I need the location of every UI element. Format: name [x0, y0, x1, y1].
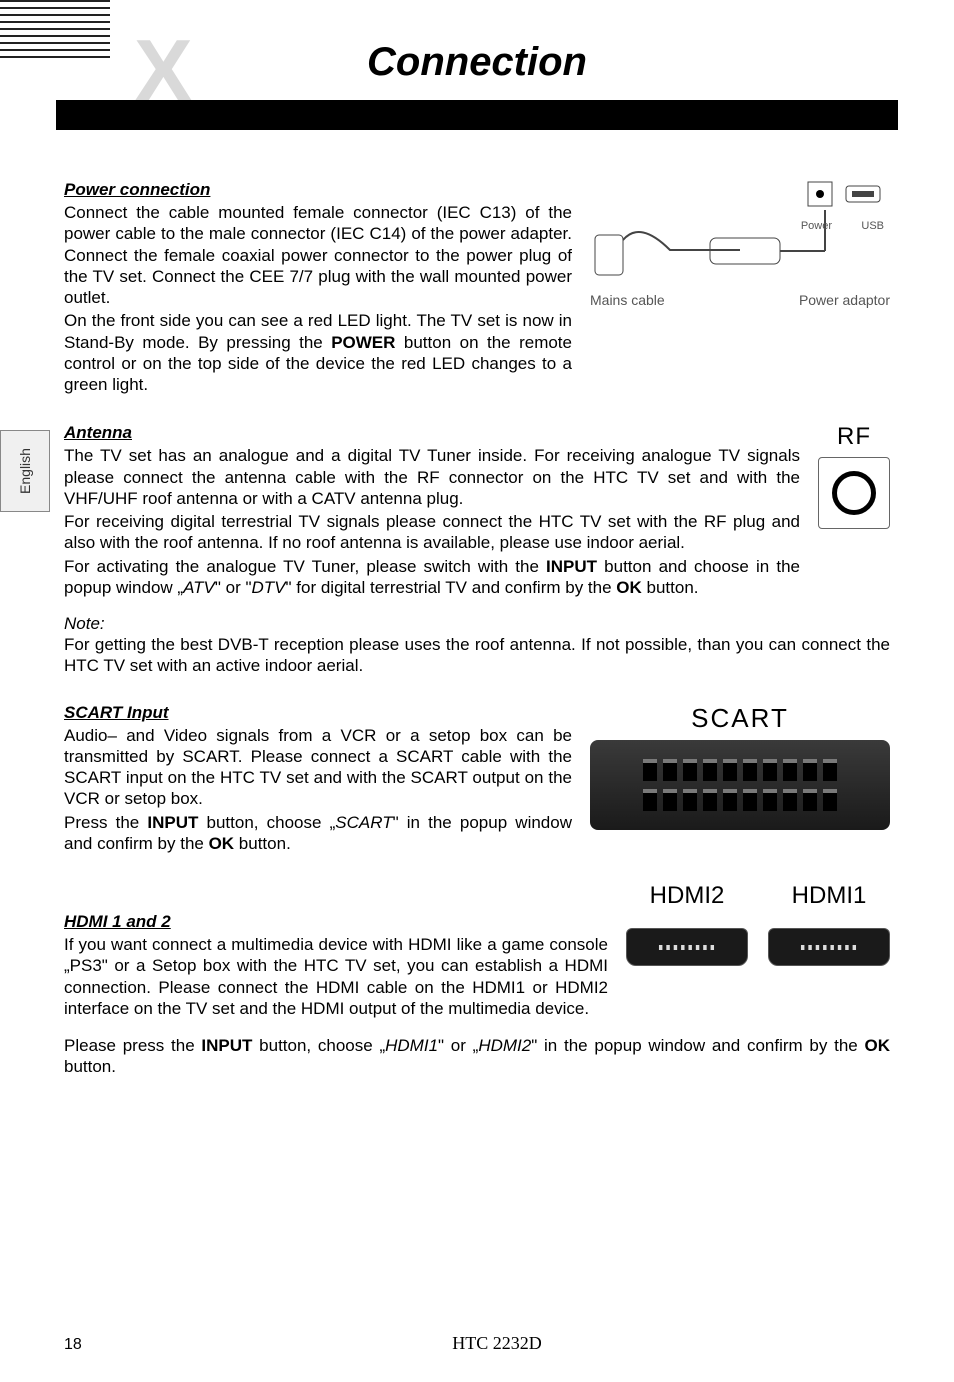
power-illustration: Power USB Mains cable Power adaptor	[590, 180, 890, 320]
scart-title: SCART Input	[64, 703, 572, 723]
rf-label: RF	[818, 423, 890, 451]
body: Power connection Connect the cable mount…	[64, 180, 890, 1078]
hdmi-title: HDMI 1 and 2	[64, 912, 608, 932]
header: X Connection	[64, 30, 890, 130]
antenna-text-col: Antenna The TV set has an analogue and a…	[64, 423, 800, 600]
rf-illustration: RF	[818, 423, 890, 529]
antenna-p3: For activating the analogue TV Tuner, pl…	[64, 556, 800, 599]
section-scart: SCART Input Audio– and Video signals fro…	[64, 703, 890, 857]
power-title: Power connection	[64, 180, 572, 200]
note-label: Note:	[64, 614, 890, 634]
section-power: Power connection Connect the cable mount…	[64, 180, 890, 397]
power-text-col: Power connection Connect the cable mount…	[64, 180, 572, 397]
scart-pins-top	[643, 759, 837, 781]
note-text: For getting the best DVB-T reception ple…	[64, 634, 890, 677]
power-adaptor-label: Power adaptor	[799, 292, 890, 308]
model-number: HTC 2232D	[104, 1333, 890, 1354]
scart-port-icon	[590, 740, 890, 830]
section-hdmi: HDMI 1 and 2 If you want connect a multi…	[64, 882, 890, 1021]
scart-p2: Press the INPUT button, choose „SCART" i…	[64, 812, 572, 855]
page: English X Connection Power connection Co…	[0, 30, 954, 1382]
language-tab: English	[0, 430, 50, 512]
scart-text-col: SCART Input Audio– and Video signals fro…	[64, 703, 572, 857]
rf-port-icon	[818, 457, 890, 529]
scart-illustration: SCART	[590, 703, 890, 830]
page-number: 18	[64, 1336, 104, 1354]
hdmi1-port-icon	[768, 928, 890, 966]
hdmi1-label: HDMI1	[768, 882, 890, 910]
hdmi-text-col: HDMI 1 and 2 If you want connect a multi…	[64, 882, 608, 1021]
header-black-bar	[56, 100, 898, 130]
footer: 18 HTC 2232D	[64, 1333, 890, 1354]
power-port-label: Power	[801, 220, 832, 232]
hdmi1-col: HDMI1	[768, 882, 890, 966]
antenna-title: Antenna	[64, 423, 800, 443]
hdmi2-port-icon	[626, 928, 748, 966]
section-antenna: Antenna The TV set has an analogue and a…	[64, 423, 890, 600]
antenna-p2: For receiving digital terrestrial TV sig…	[64, 511, 800, 554]
hdmi2-label: HDMI2	[626, 882, 748, 910]
hdmi-illustration: HDMI2 HDMI1	[626, 882, 890, 966]
mains-cable-label: Mains cable	[590, 292, 665, 308]
scart-label: SCART	[590, 703, 890, 734]
power-p1: Connect the cable mounted female connect…	[64, 202, 572, 308]
language-label: English	[17, 448, 33, 494]
scart-p1: Audio– and Video signals from a VCR or a…	[64, 725, 572, 810]
scart-pins-bottom	[643, 789, 837, 811]
hdmi2-col: HDMI2	[626, 882, 748, 966]
power-p2: On the front side you can see a red LED …	[64, 310, 572, 395]
usb-port-label: USB	[861, 220, 884, 232]
antenna-p1: The TV set has an analogue and a digital…	[64, 445, 800, 509]
hdmi-p1: If you want connect a multimedia device …	[64, 934, 608, 1019]
page-title: Connection	[64, 40, 890, 85]
hdmi-p2: Please press the INPUT button, choose „H…	[64, 1035, 890, 1078]
